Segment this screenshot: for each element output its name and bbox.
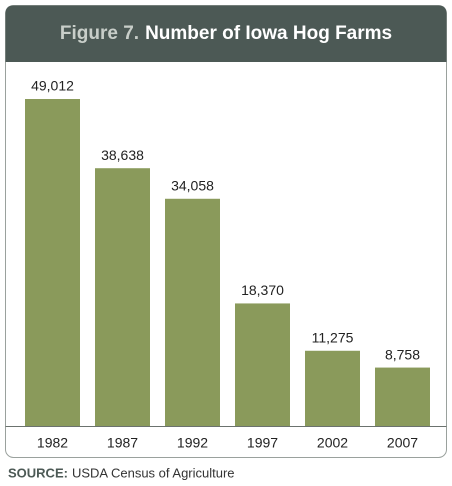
value-label: 38,638 — [101, 147, 144, 163]
bar — [25, 99, 80, 426]
x-tick-label: 2007 — [387, 435, 418, 451]
bar — [165, 198, 220, 426]
figure-label: Figure 7. — [60, 23, 139, 44]
value-label: 18,370 — [241, 282, 284, 298]
source: USDA Census of Agriculture — [72, 465, 235, 480]
value-label: 11,275 — [312, 329, 354, 345]
x-tick-label: 1997 — [247, 435, 278, 451]
value-label: 49,012 — [31, 78, 74, 94]
bar — [95, 168, 150, 426]
source-label: SOURCE: — [8, 465, 68, 480]
header — [5, 5, 447, 62]
value-label: 8,758 — [385, 346, 420, 362]
bar — [375, 367, 430, 426]
x-tick-label: 1992 — [177, 435, 208, 451]
value-label: 34,058 — [171, 177, 214, 193]
bar — [305, 350, 360, 426]
bar — [235, 303, 290, 426]
chart-title: Number of Iowa Hog Farms — [145, 23, 392, 44]
x-tick-label: 2002 — [317, 435, 348, 451]
x-tick-label: 1982 — [37, 435, 68, 451]
x-tick-label: 1987 — [107, 435, 138, 451]
